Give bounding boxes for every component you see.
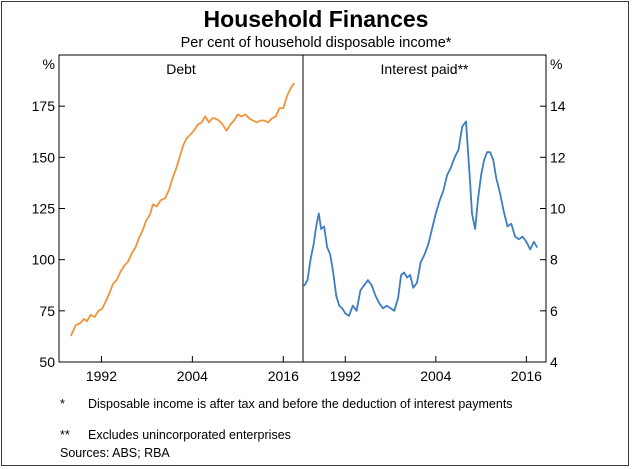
y-tick-label: 12 [550,149,566,165]
y-axis-unit: % [550,56,562,72]
y-tick-label: 10 [550,201,566,217]
debt-series-line [70,82,295,337]
y-tick-label: 150 [32,149,56,165]
y-tick-label: 75 [39,303,55,319]
x-tick-label: 1992 [86,368,117,384]
chart-title: Household Finances [203,6,429,32]
footnote-mark: ** [60,428,70,442]
x-tick-label: 2016 [511,368,542,384]
interest-series-line [303,120,538,317]
y-tick-label: 8 [550,252,558,268]
y-tick-label: 6 [550,303,558,319]
x-tick-label: 2004 [420,368,451,384]
y-tick-label: 125 [32,201,56,217]
x-tick-label: 2004 [177,368,208,384]
sources-note: Sources: ABS; RBA [60,446,170,460]
footnote-text: Disposable income is after tax and befor… [88,397,513,411]
y-tick-label: 4 [550,354,558,370]
y-axis-unit: % [43,56,55,72]
x-tick-label: 2016 [268,368,299,384]
y-tick-label: 14 [550,98,566,114]
y-tick-label: 175 [32,98,56,114]
panel-title: Debt [166,61,196,77]
footnote-mark: * [60,397,65,411]
chart-subtitle: Per cent of household disposable income* [180,35,452,51]
panel-title: Interest paid** [381,61,469,77]
x-tick-label: 1992 [330,368,361,384]
y-tick-label: 100 [32,252,56,268]
y-tick-label: 50 [39,354,55,370]
footnote-text: Excludes unincorporated enterprises [88,428,291,442]
